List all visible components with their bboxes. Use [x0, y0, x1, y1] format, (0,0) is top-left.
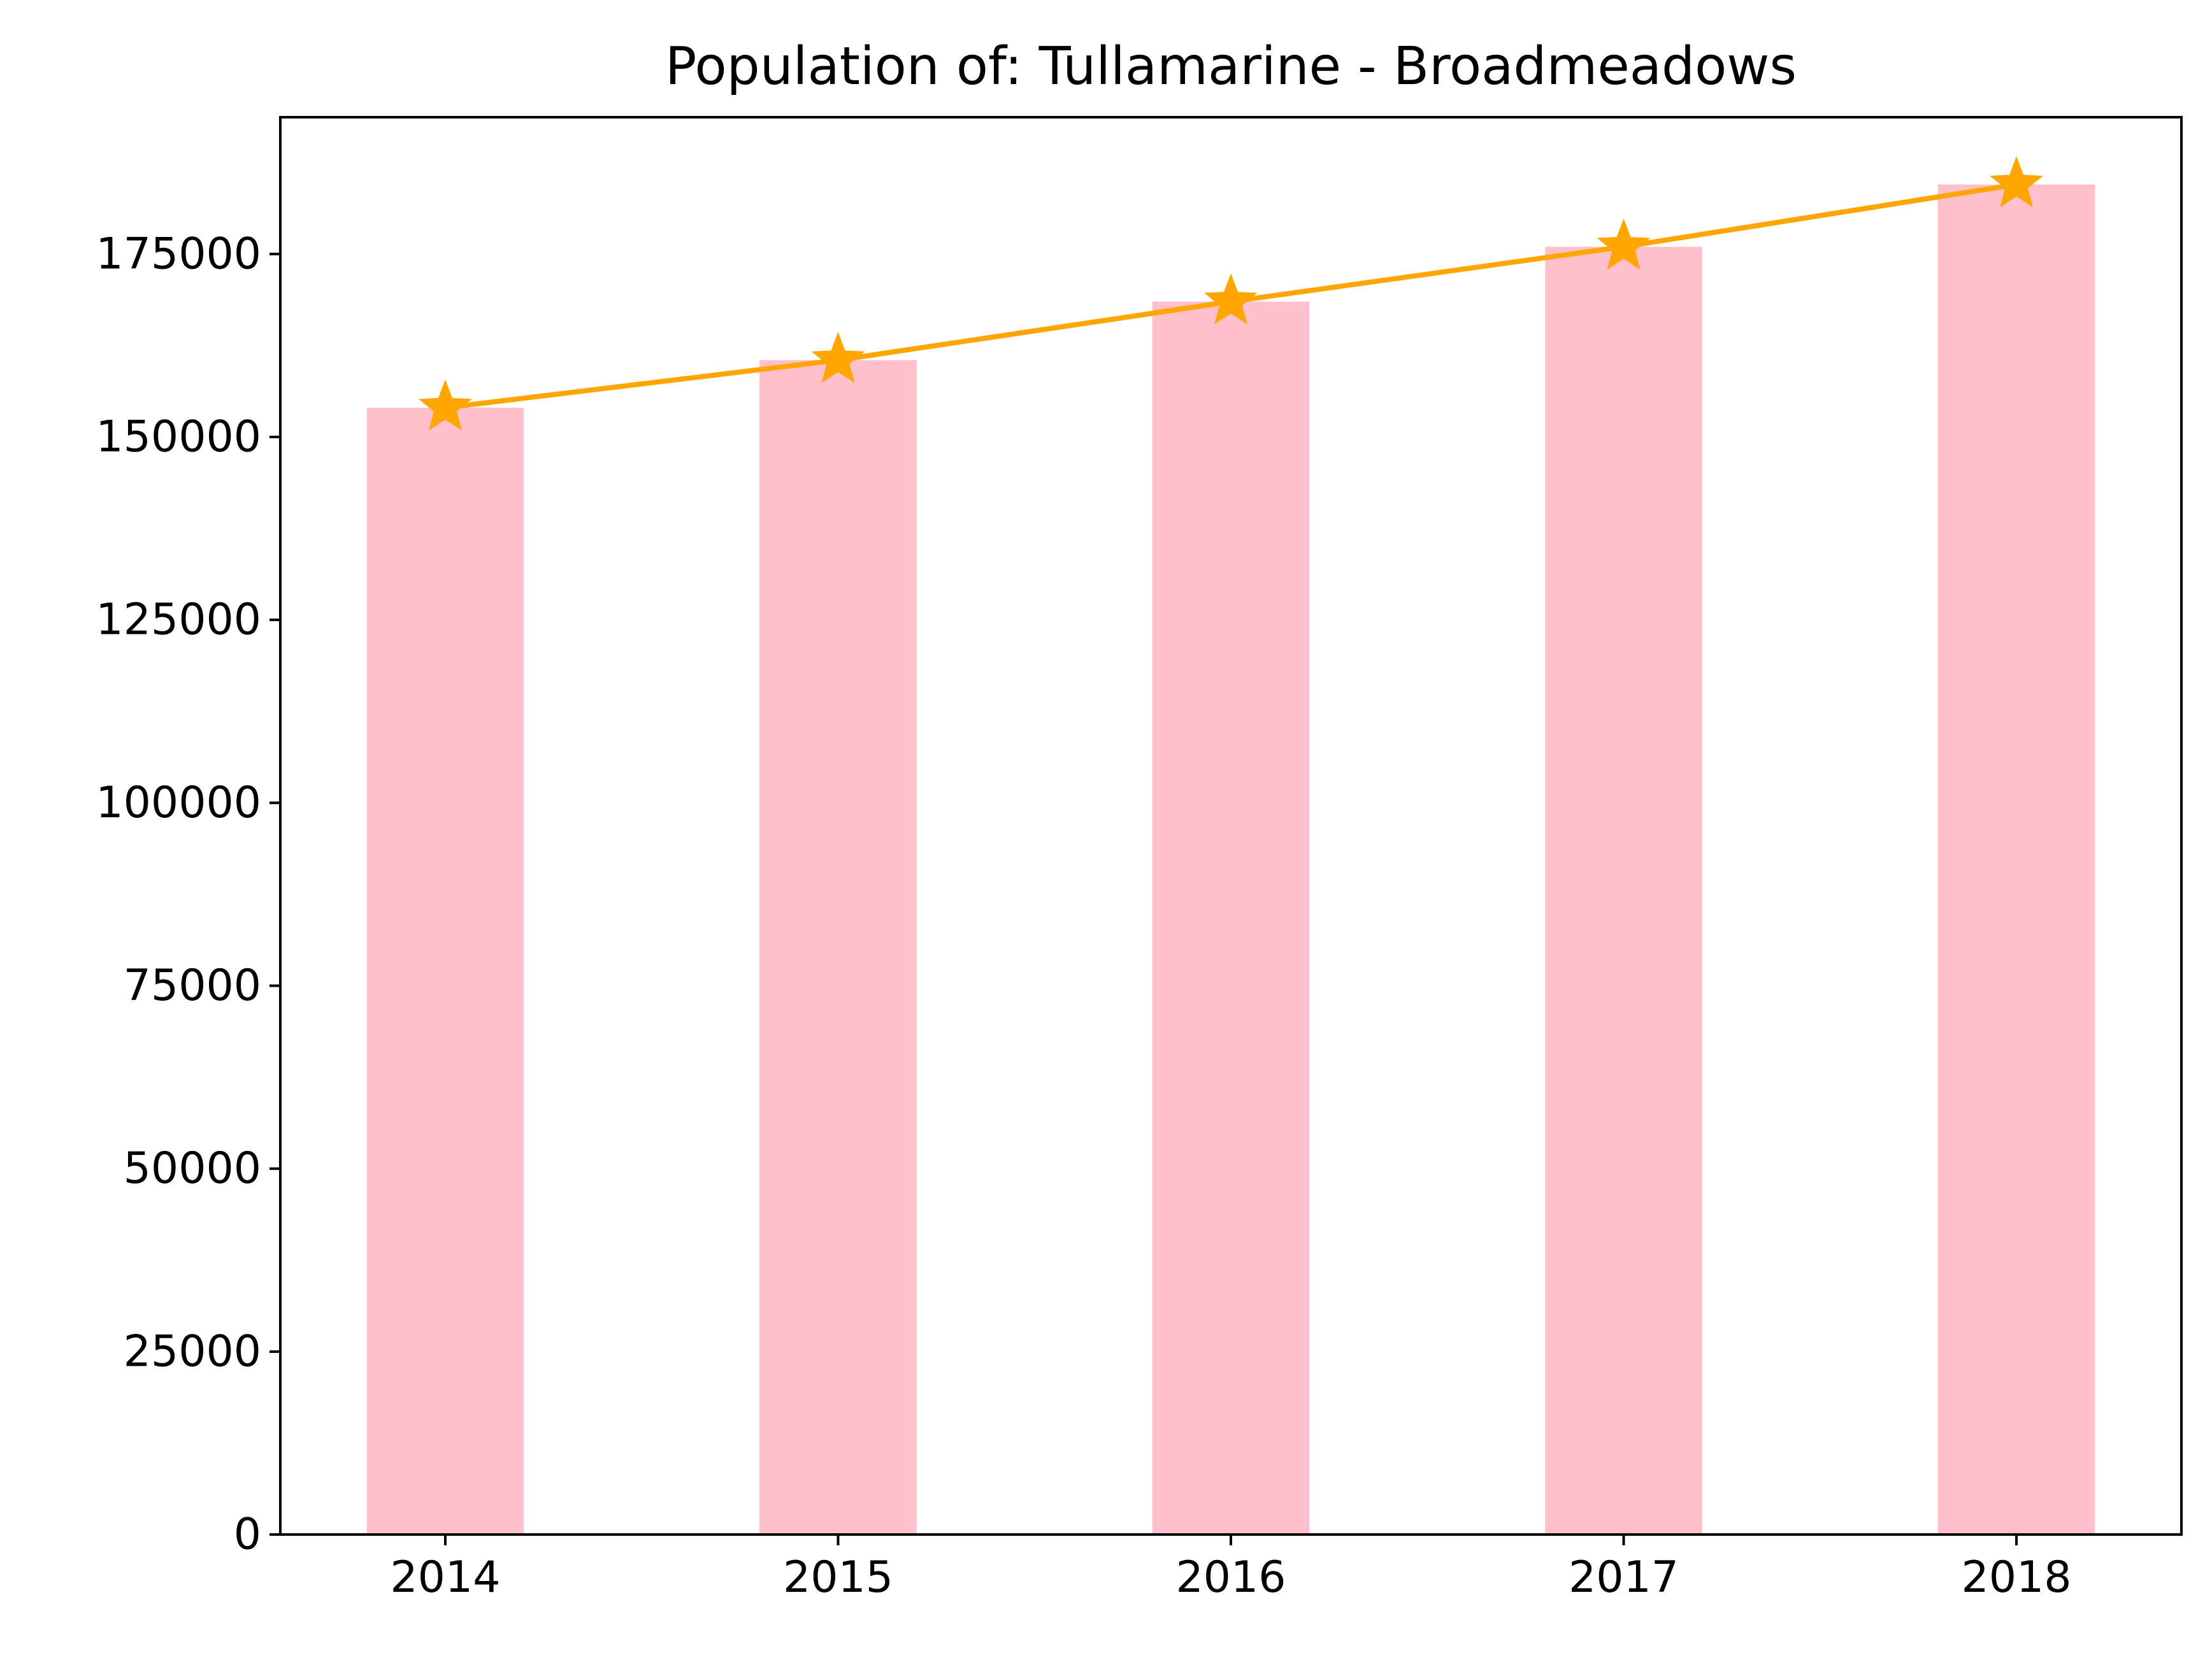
y-tick-label: 125000 — [96, 595, 261, 645]
y-tick-label: 150000 — [96, 411, 261, 462]
y-tick-label: 175000 — [96, 229, 261, 279]
y-tick-label: 100000 — [96, 778, 261, 828]
x-tick-label: 2016 — [1175, 1552, 1286, 1603]
star-marker-2018 — [1990, 156, 2044, 208]
y-tick-label: 0 — [234, 1510, 261, 1560]
bar-2014 — [366, 408, 524, 1535]
bar-2017 — [1545, 247, 1702, 1535]
bar-2016 — [1152, 301, 1310, 1535]
line-layer — [418, 156, 2044, 431]
x-axis: 2014 2015 2016 2017 2018 — [390, 1535, 2072, 1603]
bars-layer — [366, 184, 2095, 1535]
bar-2015 — [759, 360, 917, 1535]
bar-2018 — [1937, 184, 2095, 1535]
x-tick-label: 2018 — [1962, 1552, 2072, 1603]
y-axis: 0 25000 50000 75000 100000 125000 150000 175000 — [96, 229, 280, 1560]
y-tick-label: 75000 — [124, 961, 261, 1011]
chart-title: Population of: Tullamarine - Broadmeadow… — [665, 36, 1797, 97]
star-marker-2014 — [418, 379, 472, 431]
y-tick-label: 25000 — [124, 1326, 261, 1377]
star-marker-2015 — [811, 332, 865, 383]
x-tick-label: 2017 — [1569, 1552, 1679, 1603]
star-marker-2017 — [1597, 218, 1651, 270]
y-tick-label: 50000 — [124, 1143, 261, 1194]
star-marker-2016 — [1203, 273, 1258, 325]
x-tick-label: 2015 — [783, 1552, 893, 1603]
x-tick-label: 2014 — [390, 1552, 500, 1603]
